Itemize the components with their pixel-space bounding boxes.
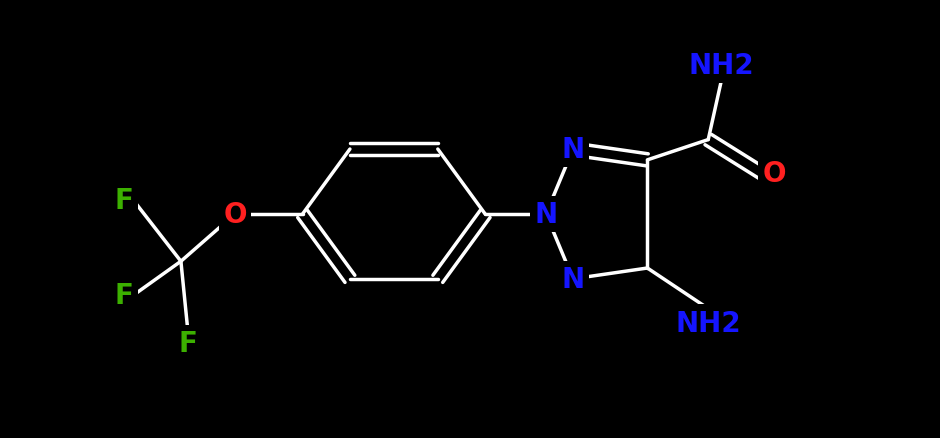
Text: F: F	[115, 187, 133, 215]
Text: NH2: NH2	[676, 309, 741, 337]
Text: NH2: NH2	[689, 52, 755, 80]
Text: O: O	[223, 201, 246, 228]
Text: N: N	[561, 136, 585, 164]
Text: N: N	[561, 265, 585, 293]
Text: N: N	[535, 201, 557, 228]
Text: F: F	[179, 329, 197, 357]
Text: F: F	[115, 282, 133, 309]
Text: O: O	[762, 160, 786, 188]
